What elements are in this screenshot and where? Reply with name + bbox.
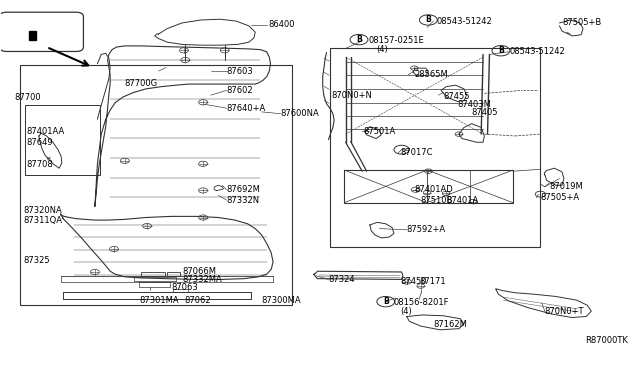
Text: 87640+A: 87640+A [227, 104, 266, 113]
Text: 87019M: 87019M [549, 182, 583, 191]
Text: 87332MA: 87332MA [182, 275, 222, 284]
Text: 87700G: 87700G [125, 79, 158, 88]
Text: 87401A: 87401A [446, 196, 479, 205]
Text: 87325: 87325 [23, 256, 49, 265]
Text: 87320NA: 87320NA [23, 206, 61, 215]
Text: R87000TK: R87000TK [585, 336, 628, 346]
Text: 87300MA: 87300MA [262, 296, 301, 305]
Text: B: B [383, 297, 388, 306]
Text: 87602: 87602 [227, 86, 253, 95]
Text: 87692M: 87692M [227, 185, 260, 194]
Text: B: B [356, 35, 362, 44]
Text: 87592+A: 87592+A [407, 225, 446, 234]
Text: (4): (4) [401, 307, 412, 316]
Bar [13, 22, 26, 42]
Text: 87455: 87455 [443, 92, 470, 101]
Text: 87162M: 87162M [433, 321, 467, 330]
Text: 08157-0251E: 08157-0251E [369, 36, 424, 45]
Text: 87301MA: 87301MA [140, 296, 179, 305]
Text: 87603: 87603 [227, 67, 253, 76]
Text: 87450: 87450 [401, 277, 427, 286]
Bar [134, 277, 176, 280]
Text: 87311QA: 87311QA [23, 216, 62, 225]
Bar [344, 170, 513, 203]
Text: 86400: 86400 [268, 20, 294, 29]
Text: 87066M: 87066M [182, 267, 216, 276]
Text: B: B [426, 16, 431, 25]
Text: 87332N: 87332N [227, 196, 260, 205]
Text: (4): (4) [376, 45, 388, 54]
Text: 87063: 87063 [172, 283, 198, 292]
Bar [25, 105, 100, 175]
Text: 87171: 87171 [419, 277, 446, 286]
Text: 87505+B: 87505+B [562, 18, 601, 27]
FancyBboxPatch shape [0, 12, 83, 51]
Bar [29, 26, 36, 38]
Text: 87401AA: 87401AA [26, 126, 65, 136]
Text: 87403M: 87403M [458, 100, 492, 109]
Bar [63, 292, 251, 299]
Bar [168, 272, 180, 276]
Text: 87649: 87649 [26, 138, 52, 147]
Text: B: B [498, 46, 504, 55]
Text: 87017C: 87017C [401, 148, 433, 157]
Text: 08156-8201F: 08156-8201F [394, 298, 449, 307]
Text: 87510B: 87510B [420, 196, 453, 205]
Text: 87505+A: 87505+A [540, 193, 579, 202]
Text: 08543-51242: 08543-51242 [436, 17, 492, 26]
Text: 87708: 87708 [26, 160, 53, 169]
Text: 870N0+T: 870N0+T [545, 307, 584, 316]
Bar [39, 22, 66, 42]
Bar [140, 282, 170, 287]
Text: 87405: 87405 [472, 108, 498, 117]
Text: 87600NA: 87600NA [281, 109, 319, 118]
Bar [330, 48, 540, 247]
Text: 87401AD: 87401AD [414, 185, 453, 194]
Bar [20, 65, 292, 305]
Bar [173, 289, 188, 292]
Text: 08543-51242: 08543-51242 [510, 47, 566, 56]
Text: 870N0+N: 870N0+N [332, 91, 372, 100]
Text: 87700: 87700 [15, 93, 42, 102]
Bar [141, 272, 165, 276]
Bar [29, 32, 36, 39]
Text: 87501A: 87501A [364, 126, 396, 136]
Text: 87324: 87324 [328, 275, 355, 284]
Text: 87062: 87062 [184, 296, 211, 305]
Text: 28565M: 28565M [414, 70, 448, 79]
